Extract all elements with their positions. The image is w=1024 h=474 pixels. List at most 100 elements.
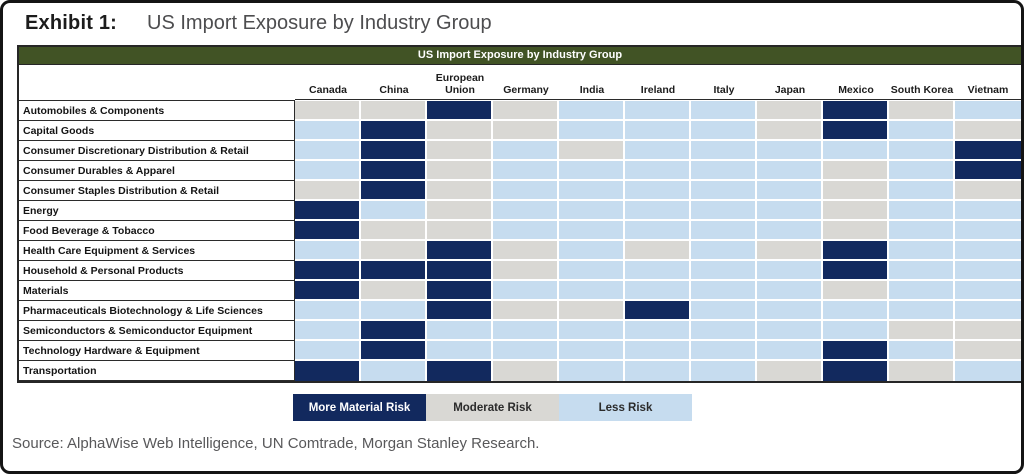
heatmap-cell-more bbox=[823, 261, 889, 281]
heatmap-cell-less bbox=[361, 361, 427, 381]
heatmap-cell-less bbox=[691, 121, 757, 141]
heatmap-cell-less bbox=[295, 341, 361, 361]
heatmap-cell-moderate bbox=[493, 101, 559, 121]
heatmap-cell-more bbox=[361, 141, 427, 161]
heatmap-cell-less bbox=[955, 101, 1021, 121]
heatmap-cell-less bbox=[559, 101, 625, 121]
heatmap-cell-moderate bbox=[493, 241, 559, 261]
heatmap-cell-more bbox=[295, 361, 361, 381]
row-label: Household & Personal Products bbox=[19, 261, 295, 281]
row-label: Food Beverage & Tobacco bbox=[19, 221, 295, 241]
heatmap-cell-less bbox=[559, 321, 625, 341]
heatmap-cell-moderate bbox=[823, 221, 889, 241]
heatmap-cell-less bbox=[625, 181, 691, 201]
legend-item-less: Less Risk bbox=[559, 394, 692, 421]
heatmap-cell-less bbox=[757, 321, 823, 341]
exposure-table: US Import Exposure by Industry Group Can… bbox=[17, 45, 1021, 383]
heatmap-cell-less bbox=[691, 301, 757, 321]
heatmap-cell-less bbox=[691, 321, 757, 341]
heatmap-cell-less bbox=[691, 241, 757, 261]
heatmap-cell-more bbox=[427, 301, 493, 321]
heatmap-cell-less bbox=[493, 221, 559, 241]
heatmap-cell-less bbox=[295, 121, 361, 141]
column-header: Germany bbox=[493, 65, 559, 100]
heatmap-cell-moderate bbox=[823, 161, 889, 181]
column-header: Canada bbox=[295, 65, 361, 100]
heatmap-cell-less bbox=[559, 241, 625, 261]
heatmap-cell-more bbox=[295, 221, 361, 241]
heatmap-cell-more bbox=[823, 121, 889, 141]
heatmap-cell-moderate bbox=[427, 201, 493, 221]
heatmap-cell-less bbox=[823, 301, 889, 321]
heatmap-cell-less bbox=[757, 341, 823, 361]
row-label: Consumer Durables & Apparel bbox=[19, 161, 295, 181]
heatmap-cell-more bbox=[361, 161, 427, 181]
heatmap-cell-less bbox=[955, 201, 1021, 221]
heatmap-cell-less bbox=[361, 301, 427, 321]
heatmap-cell-less bbox=[823, 321, 889, 341]
row-label: Materials bbox=[19, 281, 295, 301]
heatmap-cell-more bbox=[427, 101, 493, 121]
heatmap-cell-less bbox=[757, 301, 823, 321]
heatmap-cell-moderate bbox=[493, 361, 559, 381]
heatmap-cell-less bbox=[691, 101, 757, 121]
row-label: Consumer Discretionary Distribution & Re… bbox=[19, 141, 295, 161]
heatmap-cell-less bbox=[955, 301, 1021, 321]
heatmap-cell-moderate bbox=[493, 301, 559, 321]
heatmap-cell-less bbox=[295, 301, 361, 321]
heatmap-cell-less bbox=[559, 121, 625, 141]
heatmap-cell-moderate bbox=[427, 121, 493, 141]
exhibit-header: Exhibit 1: US Import Exposure by Industr… bbox=[3, 3, 1021, 35]
heatmap-cell-less bbox=[295, 241, 361, 261]
heatmap-cell-moderate bbox=[955, 121, 1021, 141]
heatmap-cell-more bbox=[625, 301, 691, 321]
heatmap-cell-less bbox=[889, 281, 955, 301]
heatmap-cell-more bbox=[823, 341, 889, 361]
heatmap-cell-less bbox=[559, 201, 625, 221]
column-header: China bbox=[361, 65, 427, 100]
heatmap-cell-less bbox=[625, 261, 691, 281]
heatmap-cell-less bbox=[955, 281, 1021, 301]
row-label: Pharmaceuticals Biotechnology & Life Sci… bbox=[19, 301, 295, 321]
heatmap-cell-less bbox=[559, 341, 625, 361]
column-header: Japan bbox=[757, 65, 823, 100]
column-header: South Korea bbox=[889, 65, 955, 100]
heatmap-cell-less bbox=[493, 341, 559, 361]
exhibit-label: Exhibit 1: bbox=[25, 12, 118, 34]
heatmap-cell-moderate bbox=[823, 181, 889, 201]
heatmap-cell-less bbox=[691, 181, 757, 201]
legend-item-more: More Material Risk bbox=[293, 394, 426, 421]
heatmap-cell-less bbox=[625, 361, 691, 381]
heatmap-cell-less bbox=[493, 161, 559, 181]
heatmap-cell-more bbox=[427, 281, 493, 301]
column-header: Vietnam bbox=[955, 65, 1021, 100]
heatmap-cell-less bbox=[889, 161, 955, 181]
heatmap-cell-less bbox=[691, 361, 757, 381]
heatmap-cell-less bbox=[955, 261, 1021, 281]
heatmap-cell-less bbox=[889, 141, 955, 161]
heatmap-cell-moderate bbox=[955, 321, 1021, 341]
heatmap-cell-more bbox=[823, 361, 889, 381]
source-note: Source: AlphaWise Web Intelligence, UN C… bbox=[12, 435, 540, 452]
column-header: Mexico bbox=[823, 65, 889, 100]
heatmap-cell-less bbox=[757, 221, 823, 241]
heatmap-cell-less bbox=[427, 321, 493, 341]
heatmap-cell-less bbox=[559, 281, 625, 301]
row-label: Energy bbox=[19, 201, 295, 221]
heatmap-cell-less bbox=[889, 221, 955, 241]
heatmap-cell-more bbox=[427, 361, 493, 381]
heatmap-cell-less bbox=[691, 341, 757, 361]
heatmap-cell-moderate bbox=[493, 121, 559, 141]
heatmap-cell-less bbox=[625, 121, 691, 141]
heatmap-cell-less bbox=[493, 321, 559, 341]
heatmap-cell-more bbox=[361, 321, 427, 341]
heatmap-cell-more bbox=[823, 101, 889, 121]
heatmap-cell-moderate bbox=[295, 181, 361, 201]
heatmap-cell-less bbox=[559, 221, 625, 241]
heatmap-cell-less bbox=[691, 281, 757, 301]
corner-cell bbox=[19, 65, 295, 101]
heatmap-cell-moderate bbox=[823, 281, 889, 301]
row-label: Consumer Staples Distribution & Retail bbox=[19, 181, 295, 201]
heatmap-cell-moderate bbox=[889, 321, 955, 341]
